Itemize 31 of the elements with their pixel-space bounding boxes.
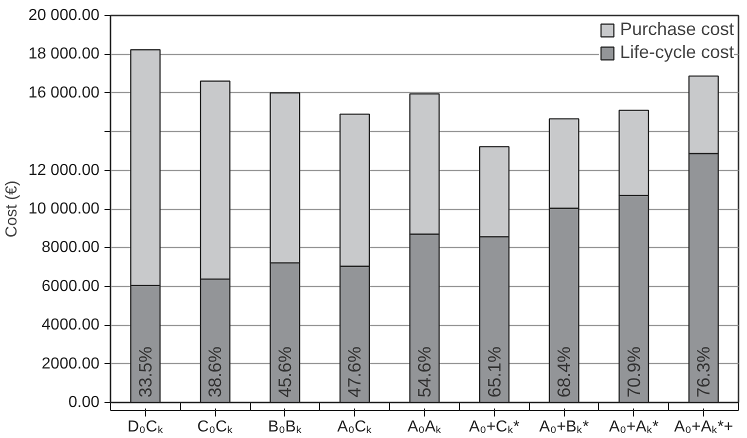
y-tick-label: 20 000.00 <box>28 7 100 24</box>
annotation: 76.3% <box>694 346 714 398</box>
annotation: 54.6% <box>414 346 434 398</box>
x-tick-label: B₀Bₖ <box>268 418 302 436</box>
x-tick-label: A₀Aₖ <box>408 418 442 436</box>
y-tick-label: 16 000.00 <box>28 84 100 102</box>
annotation: 70.9% <box>624 346 644 398</box>
legend-label: Purchase cost <box>620 19 734 40</box>
x-tick-label: A₀+Bₖ* <box>539 418 589 436</box>
annotation: 33.5% <box>135 346 156 398</box>
legend-label: Life-cycle cost <box>620 42 734 63</box>
y-tick-label: 12 000.00 <box>28 162 100 179</box>
annotation: 68.4% <box>554 346 574 398</box>
y-tick-label: 4000.00 <box>42 316 100 334</box>
x-tick-label: A₀+Cₖ* <box>469 418 520 436</box>
y-tick-label: 10 000.00 <box>28 200 100 218</box>
annotation: 47.6% <box>344 346 365 398</box>
y-tick-label: 18 000.00 <box>28 46 100 63</box>
annotation: 38.6% <box>205 346 226 398</box>
x-tick-label: A₀+Aₖ*+ <box>674 418 734 436</box>
y-axis-title: Cost (€) <box>3 180 20 238</box>
y-tick-label: 2000.00 <box>42 355 100 372</box>
y-tick-label: 8000.00 <box>42 239 100 256</box>
x-tick-label: D₀Cₖ <box>128 418 164 436</box>
annotation: 45.6% <box>274 346 295 398</box>
x-tick-label: A₀+Aₖ* <box>609 418 659 436</box>
y-tick-label: 0.00 <box>68 394 100 411</box>
y-tick-label: 6000.00 <box>42 278 100 295</box>
x-tick-label: C₀Cₖ <box>197 418 234 436</box>
annotation: 65.1% <box>484 346 504 398</box>
x-tick-label: A₀Cₖ <box>337 418 372 436</box>
